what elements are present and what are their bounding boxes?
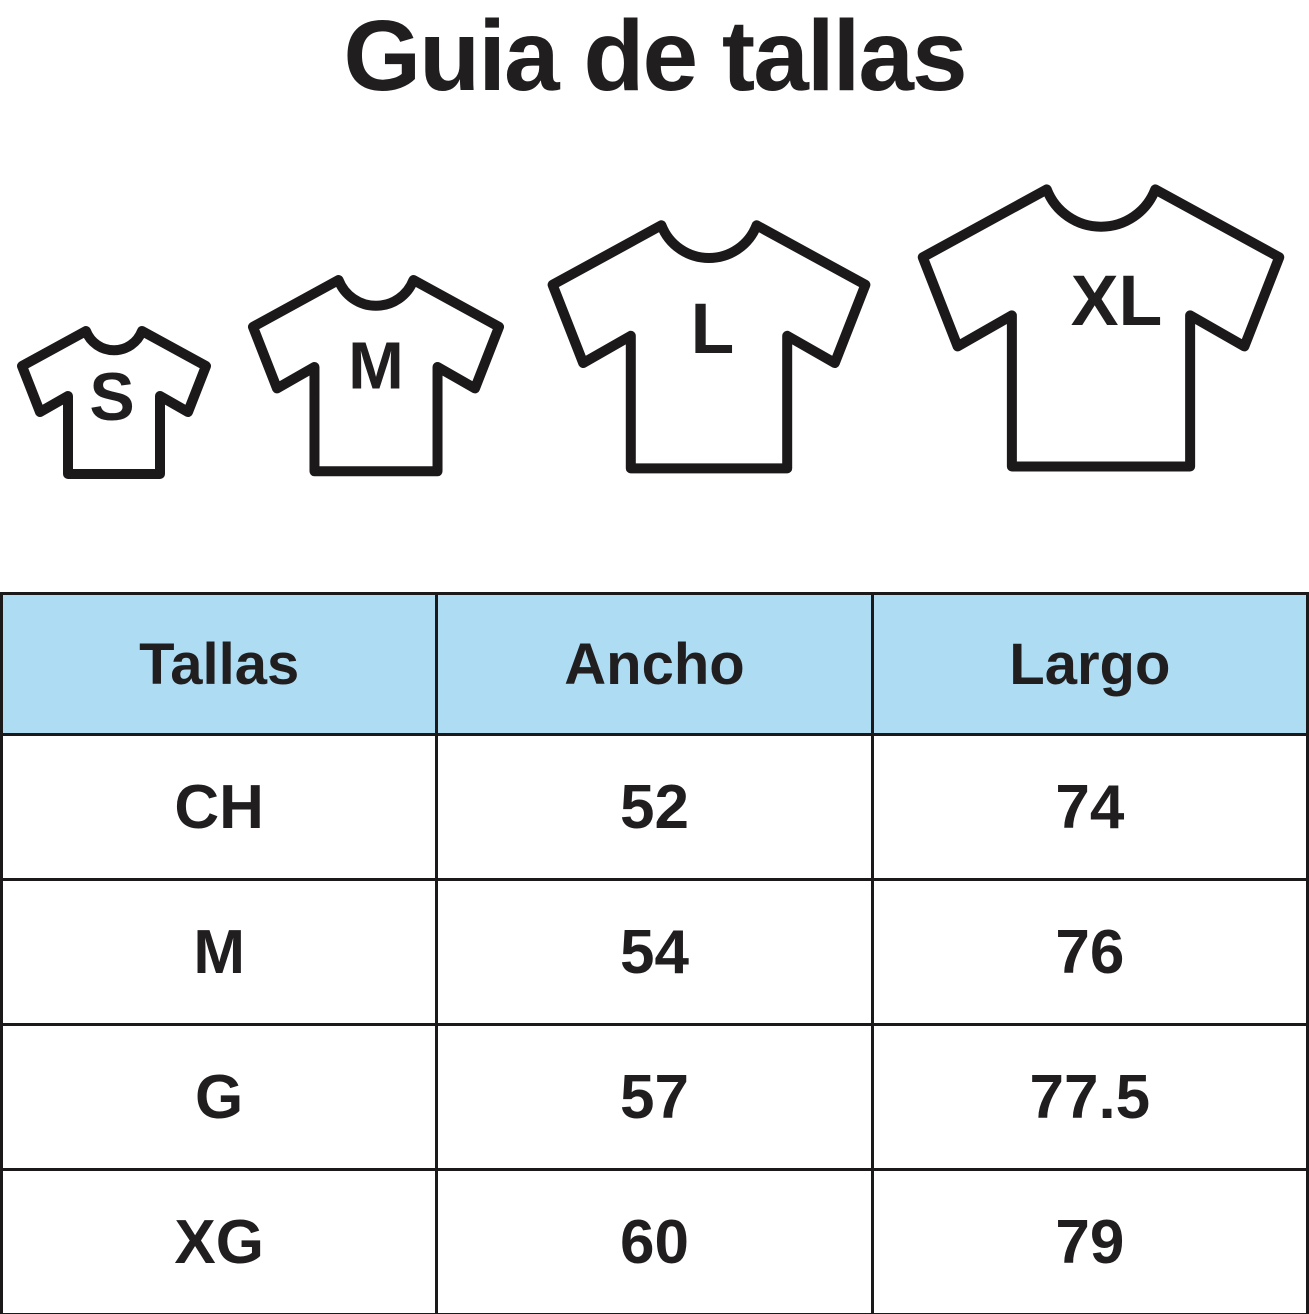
table-row-xg: XG 60 79 <box>0 1168 1309 1314</box>
col-header-ancho: Ancho <box>435 592 874 736</box>
cell-talla: XG <box>0 1168 439 1314</box>
tshirt-xl-outline <box>923 189 1280 466</box>
cell-largo: 79 <box>870 1168 1309 1314</box>
tshirt-s-icon: S <box>14 322 214 482</box>
tshirt-l-outline <box>552 225 865 468</box>
cell-ancho: 52 <box>435 733 874 881</box>
tshirt-m-label: M <box>348 328 404 403</box>
size-table-header: Tallas Ancho Largo <box>0 592 1309 736</box>
header-row: Tallas Ancho Largo <box>0 592 1309 736</box>
tshirt-xl-icon: XL <box>907 172 1295 482</box>
table-row-m: M 54 76 <box>0 878 1309 1026</box>
cell-talla: G <box>0 1023 439 1171</box>
tshirt-m-icon: M <box>242 268 510 482</box>
cell-ancho: 54 <box>435 878 874 1026</box>
table-row-ch: CH 52 74 <box>0 733 1309 881</box>
size-table-body: CH 52 74 M 54 76 G 57 77.5 XG 60 79 <box>0 733 1309 1314</box>
tshirt-xl-label: XL <box>1071 261 1163 341</box>
shirt-size-icons-row: S M L XL <box>0 162 1309 482</box>
cell-talla: M <box>0 878 439 1026</box>
tshirt-s-label: S <box>89 359 134 435</box>
cell-ancho: 60 <box>435 1168 874 1314</box>
cell-largo: 76 <box>870 878 1309 1026</box>
cell-largo: 77.5 <box>870 1023 1309 1171</box>
page-title: Guia de tallas <box>343 0 967 112</box>
table-row-g: G 57 77.5 <box>0 1023 1309 1171</box>
tshirt-s-outline <box>22 331 206 474</box>
cell-largo: 74 <box>870 733 1309 881</box>
col-header-tallas: Tallas <box>0 592 439 736</box>
tshirt-l-icon: L <box>539 210 879 482</box>
tshirt-l-label: L <box>690 289 734 369</box>
cell-ancho: 57 <box>435 1023 874 1171</box>
cell-talla: CH <box>0 733 439 881</box>
tshirt-m-outline <box>253 280 499 471</box>
size-table: Tallas Ancho Largo CH 52 74 M 54 76 G 57… <box>0 592 1309 1314</box>
col-header-largo: Largo <box>870 592 1309 736</box>
